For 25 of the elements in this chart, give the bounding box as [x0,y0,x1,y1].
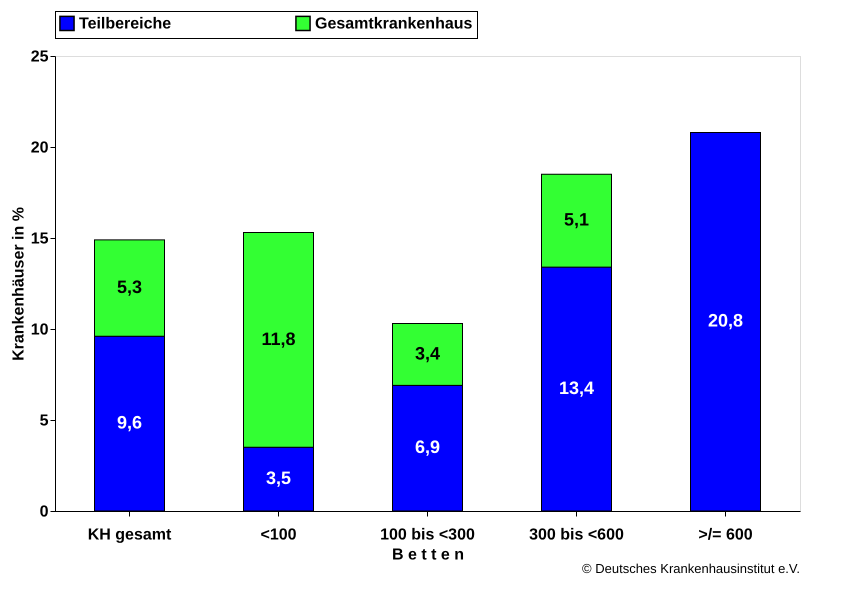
x-tick-label: 300 bis <600 [529,526,624,544]
data-label: 13,4 [558,378,594,398]
x-tick-label: >/= 600 [698,526,753,544]
data-label: 5,1 [564,210,590,230]
x-axis-title: B e t t e n [392,546,464,564]
y-tick-label: 25 [30,48,49,66]
y-tick-label: 0 [40,504,49,520]
data-label: 11,8 [261,328,296,349]
data-label: 3,4 [414,343,440,364]
y-tick-label: 20 [30,140,49,156]
data-label: 3,5 [266,468,292,488]
y-tick-label: 10 [30,322,49,338]
data-label: 6,9 [414,437,440,458]
data-label: 9,6 [116,412,142,433]
legend-label: Gesamtkrankenhaus [315,15,473,32]
x-tick-label: <100 [260,526,297,544]
x-tick-label: 100 bis <300 [380,526,475,544]
data-label: 20,8 [708,310,744,331]
y-axis-title: Krankenhäuser in % [10,207,28,361]
text: © Deutsches Krankenhausinstitut e.V. [582,561,800,576]
x-tick-label: KH gesamt [88,526,172,544]
y-tick-label: 5 [40,412,49,430]
data-label: 5,3 [116,277,142,298]
y-tick-label: 15 [30,230,49,248]
legend-label: Teilbereiche [79,15,172,32]
